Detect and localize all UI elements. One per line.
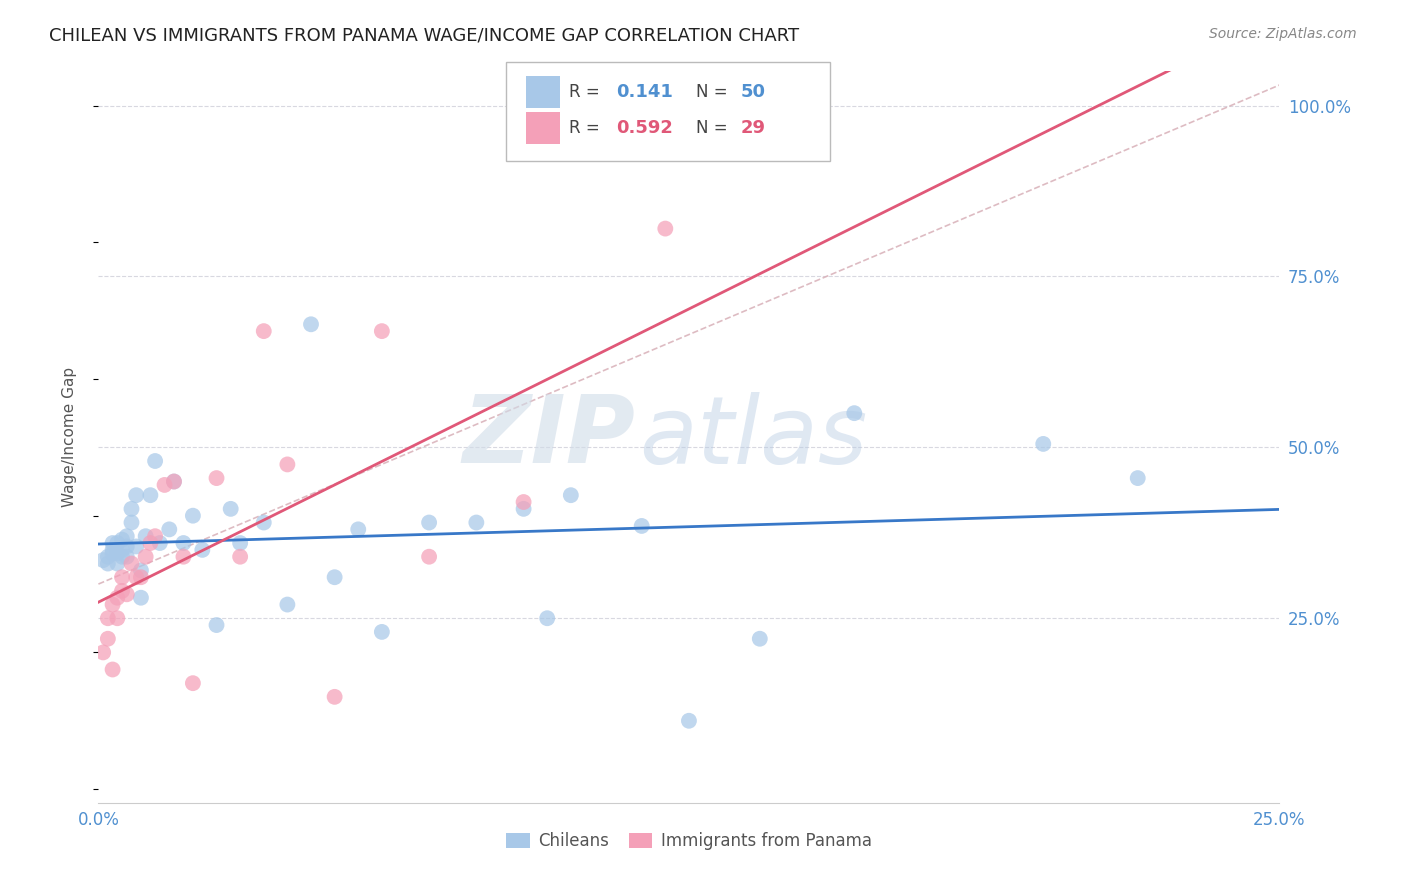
Point [418,549,440,564]
Point [536,611,558,625]
Point [97,611,120,625]
Point [111,583,134,598]
Point [115,549,138,564]
Point [121,557,143,571]
Point [121,516,143,530]
Point [172,549,194,564]
Point [105,557,128,571]
Point [276,598,298,612]
Point [748,632,770,646]
Text: atlas: atlas [640,392,868,483]
Point [163,475,186,489]
Point [111,542,134,557]
Point [149,536,172,550]
Point [101,536,124,550]
Point [105,591,128,605]
Text: CHILEAN VS IMMIGRANTS FROM PANAMA WAGE/INCOME GAP CORRELATION CHART: CHILEAN VS IMMIGRANTS FROM PANAMA WAGE/I… [49,27,800,45]
Point [465,516,488,530]
Point [115,540,138,554]
Point [115,587,138,601]
Text: N =: N = [696,83,733,101]
Point [205,471,228,485]
Text: 0.141: 0.141 [616,83,672,101]
Point [125,540,148,554]
Point [181,676,204,690]
Text: ZIP: ZIP [463,391,636,483]
Text: R =: R = [569,119,606,136]
Point [157,522,180,536]
Point [97,557,120,571]
Point [191,542,214,557]
Point [229,549,252,564]
Y-axis label: Wage/Income Gap: Wage/Income Gap [62,367,77,508]
Point [97,549,120,564]
Point [512,501,534,516]
Point [371,324,394,338]
Point [323,690,346,704]
Point [219,501,242,516]
Point [560,488,582,502]
Point [678,714,700,728]
Point [253,516,276,530]
Text: N =: N = [696,119,733,136]
Point [129,570,152,584]
Point [172,536,194,550]
Point [143,529,166,543]
Point [129,563,152,577]
Point [105,536,128,550]
Point [181,508,204,523]
Point [135,529,157,543]
Point [844,406,866,420]
Point [105,611,128,625]
Point [91,553,114,567]
Point [139,536,162,550]
Point [1126,471,1149,485]
Text: R =: R = [569,83,606,101]
Point [153,478,176,492]
Point [229,536,252,550]
Point [135,549,157,564]
Point [101,546,124,560]
Point [205,618,228,632]
Point [276,458,298,472]
Text: Source: ZipAtlas.com: Source: ZipAtlas.com [1209,27,1357,41]
Point [101,598,124,612]
Point [111,570,134,584]
Point [101,663,124,677]
Point [101,542,124,557]
Point [347,522,370,536]
Point [121,501,143,516]
Point [111,533,134,547]
Point [418,516,440,530]
Point [129,591,152,605]
Point [125,570,148,584]
Text: 29: 29 [741,119,766,136]
Point [630,519,652,533]
Point [143,454,166,468]
Text: 50: 50 [741,83,766,101]
Point [163,475,186,489]
Point [323,570,346,584]
Point [91,645,114,659]
Point [371,624,394,639]
Point [1032,437,1054,451]
Point [253,324,276,338]
Point [115,529,138,543]
Point [654,221,676,235]
Point [512,495,534,509]
Point [105,546,128,560]
Point [299,318,322,332]
Point [125,488,148,502]
Text: 0.592: 0.592 [616,119,672,136]
Legend: Chileans, Immigrants from Panama: Chileans, Immigrants from Panama [499,825,879,856]
Point [97,632,120,646]
Point [111,549,134,564]
Point [139,488,162,502]
